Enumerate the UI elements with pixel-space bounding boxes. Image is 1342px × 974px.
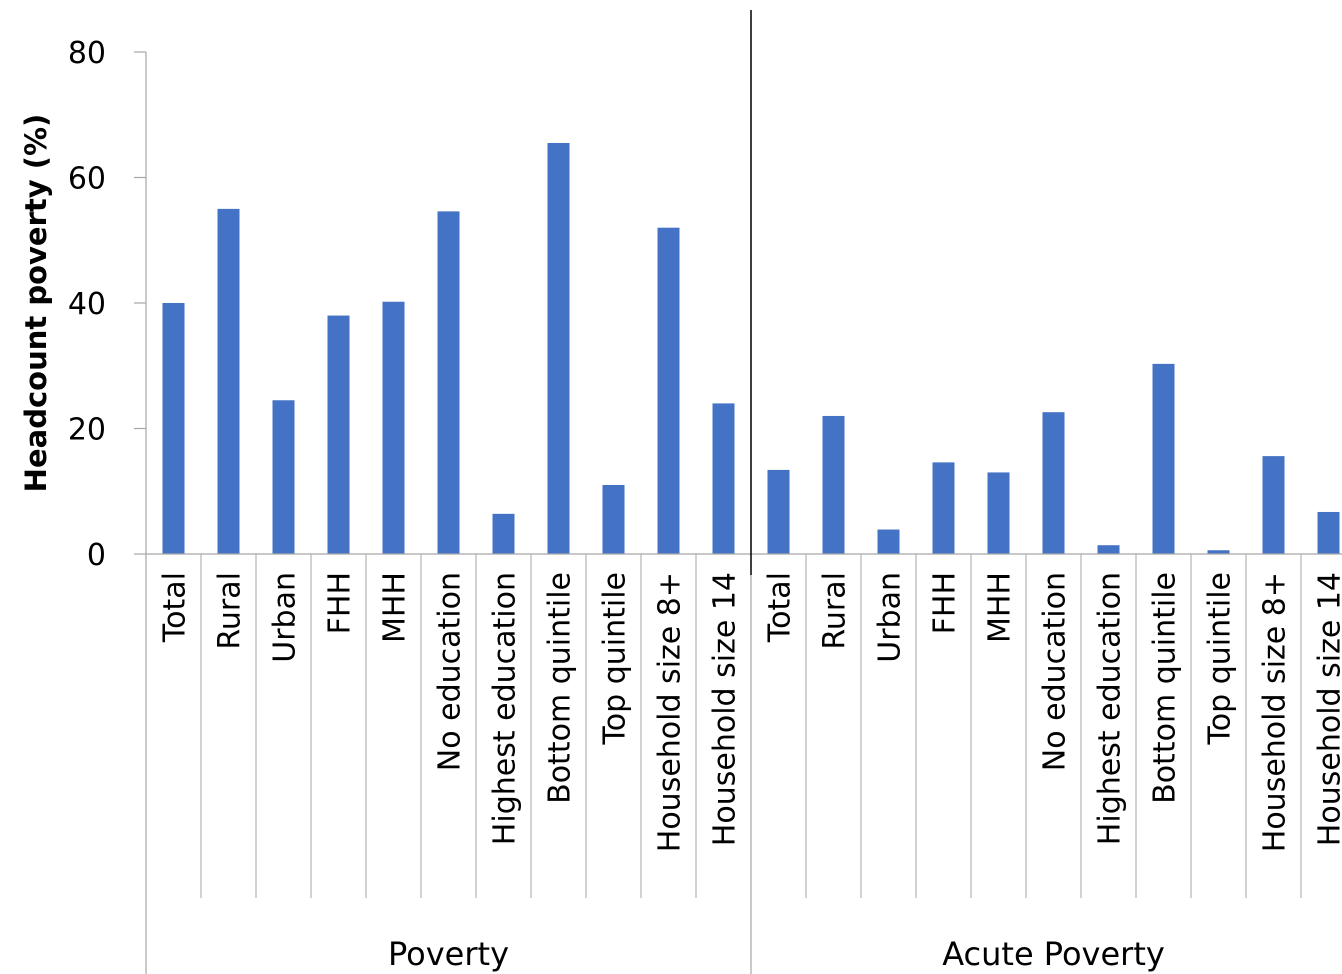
- x-tick-label: FHH: [323, 572, 358, 634]
- bar: [877, 529, 900, 554]
- bar: [767, 469, 790, 554]
- x-tick-label: Urban: [873, 572, 908, 663]
- bar: [437, 211, 460, 554]
- x-tick-label: Top quintile: [1203, 572, 1238, 745]
- bar: [602, 484, 625, 554]
- y-tick-label: 0: [87, 538, 106, 573]
- x-tick-label: FHH: [928, 572, 963, 634]
- bar: [382, 301, 405, 554]
- x-tick-label: No education: [1038, 572, 1073, 771]
- x-tick-label: Highest education: [488, 572, 523, 845]
- x-tick-label: Rural: [213, 572, 248, 650]
- y-tick-label: 80: [68, 36, 106, 71]
- bar: [1097, 545, 1120, 554]
- y-tick-label: 60: [68, 162, 106, 197]
- y-axis-title: Headcount poverty (%): [19, 114, 53, 493]
- bar: [547, 142, 570, 555]
- bar: [1152, 363, 1175, 554]
- y-axis: 0 20 40 60 80: [68, 36, 147, 573]
- y-tick-label: 40: [68, 287, 106, 322]
- bar: [1262, 456, 1285, 554]
- x-tick-label: Bottom quintile: [1148, 572, 1183, 804]
- bar: [327, 315, 350, 554]
- x-tick-label: MHH: [983, 572, 1018, 643]
- bar: [1317, 511, 1340, 554]
- x-tick-label: No education: [433, 572, 468, 771]
- bar: [932, 462, 955, 554]
- bar: [1042, 412, 1065, 554]
- x-tick-label: Highest education: [1093, 572, 1128, 845]
- group-label: Poverty: [388, 935, 509, 973]
- bars: [162, 142, 1340, 555]
- bar: [987, 472, 1010, 554]
- x-tick-label: Total: [763, 572, 798, 643]
- group-label: Acute Poverty: [942, 935, 1165, 973]
- x-tick-label: Household size 14: [1313, 572, 1342, 846]
- bar: [492, 513, 515, 554]
- x-tick-label: MHH: [378, 572, 413, 643]
- x-tick-label: Household size 8+: [653, 572, 688, 852]
- x-tick-label: Household size 8+: [1258, 572, 1293, 852]
- bar: [272, 400, 295, 554]
- x-tick-label: Top quintile: [598, 572, 633, 745]
- bar: [822, 415, 845, 554]
- bar: [712, 403, 735, 554]
- x-tick-label: Urban: [268, 572, 303, 663]
- x-tick-label: Household size 14: [708, 572, 743, 846]
- bar: [217, 208, 240, 554]
- bar: [1207, 550, 1230, 554]
- y-tick-label: 20: [68, 413, 106, 448]
- x-axis: Total Rural Urban FHH MHH No education Highest…: [145, 10, 1342, 974]
- bar: [162, 303, 185, 554]
- bar: [657, 227, 680, 554]
- x-tick-label: Total: [158, 572, 193, 643]
- x-tick-label: Rural: [818, 572, 853, 650]
- x-tick-label: Bottom quintile: [543, 572, 578, 804]
